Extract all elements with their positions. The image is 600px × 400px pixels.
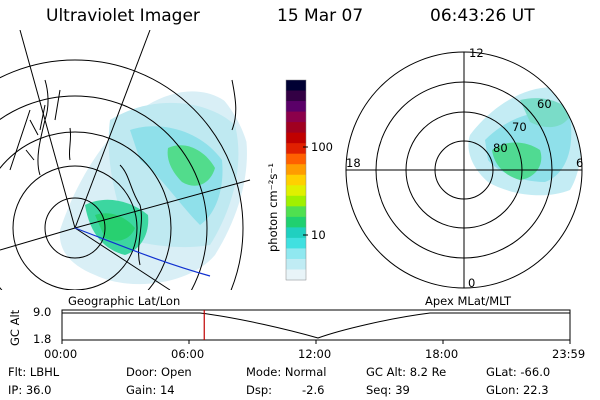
instrument-title: Ultraviolet Imager bbox=[46, 6, 200, 26]
mlt-label-6: 6 bbox=[576, 156, 584, 170]
timeline-y-tick-min: 1.8 bbox=[33, 332, 52, 346]
aurora-image-polar bbox=[468, 87, 582, 196]
timeline-x-tick-4: 23:59 bbox=[552, 347, 586, 361]
colorbar-cell bbox=[286, 195, 306, 207]
timeline-y-label: GC Alt bbox=[8, 309, 22, 346]
colorbar-cell bbox=[286, 111, 306, 123]
status-mode: Mode: Normal bbox=[246, 365, 327, 379]
status-gc-alt: GC Alt: 8.2 Re bbox=[366, 365, 447, 379]
colorbar-cell bbox=[286, 269, 306, 281]
colorbar-cell bbox=[286, 216, 306, 228]
colorbar-cell bbox=[286, 143, 306, 155]
colorbar-cell bbox=[286, 248, 306, 260]
colorbar-tick-100: 100 bbox=[311, 140, 333, 154]
date-label: 15 Mar 07 bbox=[277, 6, 364, 26]
colorbar-cell bbox=[286, 80, 306, 92]
colorbar-cell bbox=[286, 258, 306, 270]
status-door: Door: Open bbox=[126, 365, 192, 379]
time-label: 06:43:26 UT bbox=[430, 6, 535, 26]
aurora-image-geo bbox=[59, 91, 247, 285]
polar-map-label: Apex MLat/MLT bbox=[425, 294, 512, 308]
colorbar bbox=[285, 79, 308, 281]
status-dsp-label: Dsp: bbox=[246, 383, 273, 397]
timeline-x-tick-1: 06:00 bbox=[171, 347, 205, 361]
colorbar-cell bbox=[286, 185, 306, 197]
colorbar-cell bbox=[286, 174, 306, 186]
status-filter: Flt: LBHL bbox=[8, 365, 60, 379]
mlat-label-80: 80 bbox=[493, 141, 508, 155]
colorbar-cell bbox=[286, 90, 306, 102]
status-glat: GLat: -66.0 bbox=[486, 365, 551, 379]
timeline-y-tick-max: 9.0 bbox=[33, 305, 52, 319]
status-dsp-value: -2.6 bbox=[302, 383, 325, 397]
status-ip: IP: 36.0 bbox=[8, 383, 52, 397]
status-seq: Seq: 39 bbox=[366, 383, 410, 397]
colorbar-cell bbox=[286, 164, 306, 176]
timeline-x-tick-0: 00:00 bbox=[44, 347, 78, 361]
polar-map bbox=[345, 51, 583, 289]
mlt-label-12: 12 bbox=[469, 46, 484, 60]
colorbar-cell bbox=[286, 227, 306, 239]
colorbar-cell bbox=[286, 206, 306, 218]
mlat-label-60: 60 bbox=[537, 97, 552, 111]
geographic-map bbox=[0, 30, 251, 290]
colorbar-cell bbox=[286, 122, 306, 134]
colorbar-tick-10: 10 bbox=[311, 228, 326, 242]
geographic-map-label: Geographic Lat/Lon bbox=[68, 294, 181, 308]
timeline-x-tick-3: 18:00 bbox=[425, 347, 459, 361]
status-glon: GLon: 22.3 bbox=[486, 383, 549, 397]
colorbar-cell bbox=[286, 237, 306, 249]
colorbar-cell bbox=[286, 153, 306, 165]
mlat-label-70: 70 bbox=[512, 120, 527, 134]
colorbar-unit-label: photon cm⁻²s⁻¹ bbox=[266, 163, 280, 252]
timeline-x-tick-2: 12:00 bbox=[298, 347, 332, 361]
mlt-label-0: 0 bbox=[468, 276, 476, 290]
status-gain: Gain: 14 bbox=[126, 383, 175, 397]
colorbar-cell bbox=[286, 132, 306, 144]
colorbar-cell bbox=[286, 101, 306, 113]
orbit-timeline bbox=[61, 309, 571, 344]
mlt-label-18: 18 bbox=[346, 156, 361, 170]
